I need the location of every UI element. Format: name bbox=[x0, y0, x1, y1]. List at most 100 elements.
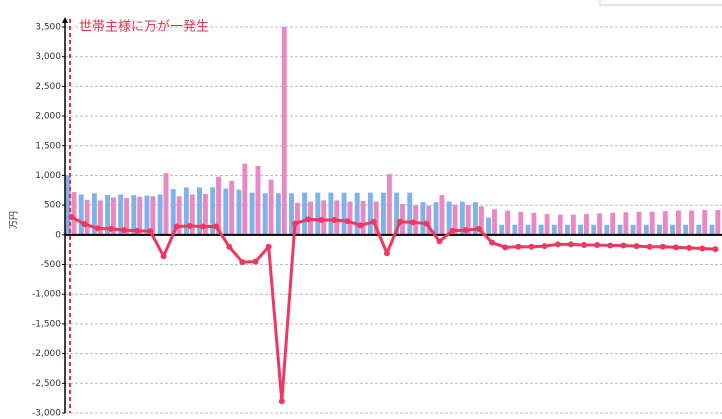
bar bbox=[420, 202, 426, 235]
bar bbox=[518, 211, 524, 235]
bar bbox=[354, 192, 360, 235]
bar bbox=[578, 224, 584, 235]
bar bbox=[446, 201, 452, 235]
line-point bbox=[594, 241, 601, 248]
bar bbox=[584, 214, 589, 235]
annotation: 世帯主様に万が一発生 bbox=[79, 20, 209, 35]
bar bbox=[176, 196, 182, 235]
bar bbox=[189, 194, 195, 235]
line-point bbox=[475, 225, 482, 232]
bar bbox=[564, 224, 570, 235]
bar bbox=[505, 210, 511, 235]
line-point bbox=[502, 244, 509, 251]
bar bbox=[676, 210, 681, 235]
line-point bbox=[383, 250, 390, 257]
bar bbox=[538, 224, 544, 235]
line-point bbox=[370, 218, 377, 225]
bar bbox=[433, 202, 439, 235]
bar bbox=[499, 224, 505, 235]
line-point bbox=[213, 223, 220, 230]
bar bbox=[249, 192, 255, 235]
bar bbox=[360, 200, 366, 235]
bar bbox=[150, 196, 156, 235]
line-point bbox=[410, 219, 417, 226]
panel-edge bbox=[599, 0, 722, 6]
line-point bbox=[673, 244, 680, 251]
line-point bbox=[291, 220, 298, 227]
bar bbox=[696, 224, 702, 235]
bar bbox=[610, 212, 616, 235]
bar bbox=[105, 195, 110, 235]
bar bbox=[334, 200, 340, 235]
line-point bbox=[199, 223, 206, 230]
bar bbox=[459, 201, 465, 235]
line-point bbox=[620, 242, 627, 249]
y-tick-label: 1,500 bbox=[35, 141, 61, 151]
line-point bbox=[686, 244, 693, 251]
line-point bbox=[712, 246, 719, 253]
line-point bbox=[489, 239, 496, 246]
bar bbox=[604, 224, 610, 235]
bar bbox=[268, 179, 274, 235]
bar bbox=[289, 193, 294, 235]
line-point bbox=[305, 216, 312, 223]
line-point bbox=[397, 218, 404, 225]
line-point bbox=[357, 222, 364, 229]
line-point bbox=[318, 217, 325, 223]
bar bbox=[689, 210, 695, 235]
line-point bbox=[344, 218, 351, 225]
bar bbox=[643, 224, 649, 235]
bar bbox=[636, 211, 642, 235]
bar bbox=[662, 211, 668, 235]
bar bbox=[551, 224, 557, 235]
y-tick-label: 500 bbox=[44, 201, 61, 211]
y-axis-arrow bbox=[62, 17, 68, 23]
line-point bbox=[226, 243, 233, 250]
line-point bbox=[265, 243, 272, 250]
bar bbox=[124, 198, 130, 235]
bar bbox=[512, 224, 518, 235]
bar bbox=[649, 211, 655, 235]
bar bbox=[328, 192, 334, 235]
bar bbox=[367, 192, 373, 235]
bar bbox=[381, 192, 386, 235]
bar bbox=[570, 214, 576, 235]
bar bbox=[702, 209, 708, 235]
bar bbox=[84, 199, 90, 235]
bar bbox=[275, 193, 281, 235]
bar bbox=[347, 201, 353, 235]
line-point bbox=[567, 241, 574, 248]
bar bbox=[597, 213, 603, 235]
bar bbox=[131, 195, 137, 235]
bar bbox=[65, 175, 71, 235]
bar bbox=[236, 189, 242, 235]
bar bbox=[183, 187, 189, 235]
bar bbox=[683, 224, 689, 235]
y-tick-label: 1,000 bbox=[35, 171, 61, 181]
line-point bbox=[252, 258, 259, 265]
y-tick-label: -1,000 bbox=[32, 290, 61, 300]
bar bbox=[439, 195, 445, 235]
bar bbox=[255, 165, 261, 235]
bar bbox=[71, 192, 77, 235]
line-point bbox=[515, 243, 522, 250]
bar bbox=[144, 195, 150, 235]
bar bbox=[709, 224, 715, 235]
bar bbox=[623, 212, 629, 235]
bar bbox=[656, 224, 662, 235]
line-point bbox=[423, 220, 430, 227]
line-point bbox=[147, 228, 154, 235]
line-point bbox=[659, 243, 666, 250]
line-point bbox=[173, 223, 180, 230]
line-point bbox=[462, 227, 469, 234]
bar bbox=[400, 203, 405, 235]
bar bbox=[715, 209, 721, 235]
y-tick-label: 3,500 bbox=[35, 23, 61, 33]
line-point bbox=[449, 227, 456, 234]
bar bbox=[91, 193, 97, 235]
line-point bbox=[581, 241, 588, 248]
bar bbox=[531, 212, 537, 235]
bar bbox=[341, 192, 347, 235]
line-point bbox=[160, 253, 167, 260]
y-tick-label: -1,500 bbox=[32, 319, 61, 329]
